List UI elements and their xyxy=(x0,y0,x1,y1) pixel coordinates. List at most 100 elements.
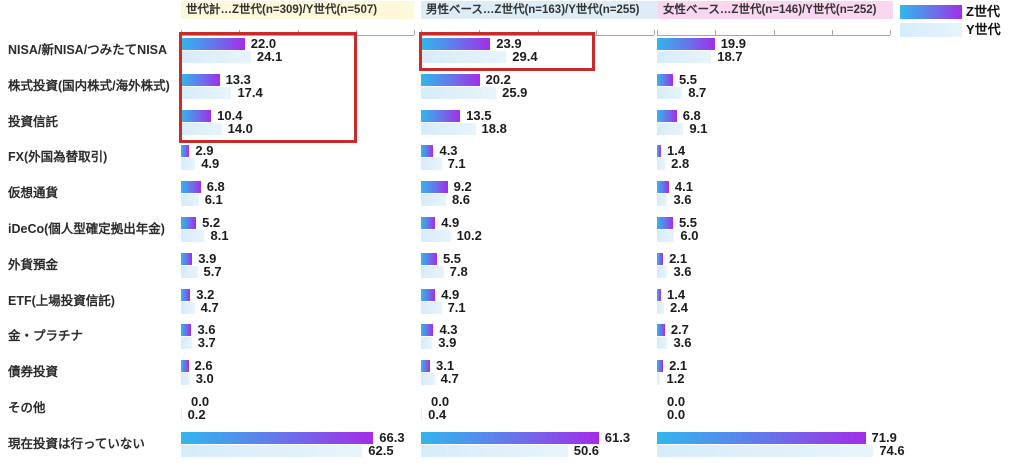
z-value-label: 10.4 xyxy=(217,107,243,123)
z-value-label: 4.1 xyxy=(674,179,693,195)
y-value-label: 6.0 xyxy=(680,228,699,243)
category-label: NISA/新NISA/つみたてNISA xyxy=(8,43,168,57)
y-value-label: 3.9 xyxy=(438,335,457,351)
y-bar xyxy=(181,373,190,386)
y-bar xyxy=(421,265,444,278)
z-value-label: 3.1 xyxy=(435,358,455,374)
y-value-label: 74.6 xyxy=(879,442,905,458)
z-value-label: 3.2 xyxy=(196,286,215,302)
y-value-label: 7.1 xyxy=(447,299,466,315)
y-bar xyxy=(421,373,435,386)
y-bar xyxy=(181,409,182,421)
z-value-label: 4.9 xyxy=(441,215,460,230)
y-bar xyxy=(657,373,661,386)
y-value-label: 18.7 xyxy=(717,49,743,64)
z-bar xyxy=(421,360,430,373)
z-bar xyxy=(421,288,436,301)
y-value-label: 17.4 xyxy=(237,84,263,100)
y-value-label: 3.7 xyxy=(197,335,216,351)
legend-z-swatch-icon xyxy=(900,5,962,19)
y-bar xyxy=(421,194,446,207)
z-bar xyxy=(181,181,201,194)
z-value-label: 22.0 xyxy=(250,36,277,51)
y-value-label: 2.8 xyxy=(671,156,690,172)
y-bar xyxy=(421,51,507,63)
y-value-label: 14.0 xyxy=(227,120,253,136)
z-bar xyxy=(657,360,664,373)
z-value-label: 5.5 xyxy=(678,71,698,87)
legend-y-swatch-icon xyxy=(900,23,962,37)
z-value-label: 13.3 xyxy=(225,71,251,87)
z-bar xyxy=(421,73,480,86)
z-value-label: 23.9 xyxy=(496,36,522,51)
y-value-label: 10.2 xyxy=(456,228,482,243)
z-value-label: 3.6 xyxy=(197,322,216,338)
z-value-label: 6.8 xyxy=(206,179,225,195)
y-bar xyxy=(657,51,712,63)
y-value-label: 4.7 xyxy=(440,371,459,387)
y-value-label: 0.0 xyxy=(667,407,686,422)
z-bar xyxy=(181,431,374,444)
z-value-label: 2.6 xyxy=(194,358,213,374)
y-value-label: 29.4 xyxy=(512,49,538,64)
z-value-label: 4.9 xyxy=(441,286,460,302)
y-bar xyxy=(181,86,232,99)
z-value-label: 4.3 xyxy=(439,322,458,338)
z-bar xyxy=(657,38,715,50)
z-bar xyxy=(421,324,434,337)
y-bar xyxy=(657,194,668,207)
z-bar xyxy=(657,324,665,337)
axis-tick xyxy=(715,30,716,35)
category-label: FX(外国為替取引) xyxy=(8,150,108,165)
y-value-label: 4.7 xyxy=(200,299,219,315)
z-bar xyxy=(657,252,664,265)
y-value-label: 3.6 xyxy=(673,263,692,279)
z-value-label: 6.8 xyxy=(682,107,701,123)
y-value-label: 3.6 xyxy=(673,192,692,208)
y-bar xyxy=(421,337,433,350)
y-bar xyxy=(421,230,451,242)
z-bar xyxy=(657,73,673,86)
z-bar xyxy=(181,252,193,265)
y-value-label: 62.5 xyxy=(368,442,394,458)
z-bar xyxy=(421,181,448,194)
y-value-label: 8.6 xyxy=(451,192,471,208)
z-value-label: 0.0 xyxy=(191,394,210,409)
y-bar xyxy=(421,444,568,457)
y-value-label: 3.6 xyxy=(673,335,692,351)
y-bar xyxy=(181,337,192,350)
z-bar xyxy=(421,109,461,122)
axis-tick xyxy=(596,30,597,35)
z-bar xyxy=(421,38,491,50)
y-value-label: 6.1 xyxy=(204,192,223,208)
y-value-label: 7.8 xyxy=(449,263,468,279)
y-bar xyxy=(657,230,675,242)
y-bar xyxy=(657,265,668,278)
y-bar xyxy=(181,301,195,314)
z-value-label: 0.0 xyxy=(431,394,450,409)
y-bar xyxy=(421,86,497,99)
z-value-label: 13.5 xyxy=(466,107,492,123)
axis-tick xyxy=(832,30,833,35)
category-label: その他 xyxy=(8,401,46,415)
z-value-label: 1.4 xyxy=(667,286,686,302)
z-value-label: 2.1 xyxy=(669,358,688,374)
panel-header: 女性ベース…Z世代(n=146)/Y世代(n=252) xyxy=(658,1,893,19)
z-bar xyxy=(657,288,662,301)
y-value-label: 24.1 xyxy=(256,49,283,64)
y-bar xyxy=(421,158,442,171)
z-value-label: 5.5 xyxy=(678,215,698,230)
z-bar xyxy=(181,324,192,337)
category-label: ETF(上場投資信託) xyxy=(8,293,115,308)
z-bar xyxy=(657,217,673,229)
z-bar xyxy=(181,109,212,122)
z-value-label: 19.9 xyxy=(720,36,747,51)
z-bar xyxy=(421,431,599,444)
category-label: 金・プラチナ xyxy=(8,329,84,344)
z-value-label: 1.4 xyxy=(667,143,686,159)
axis-tick xyxy=(657,30,658,35)
category-label: 現在投資は行っていない xyxy=(8,436,145,451)
y-bar xyxy=(181,230,205,242)
z-value-label: 3.9 xyxy=(198,250,217,266)
z-bar xyxy=(421,217,436,229)
